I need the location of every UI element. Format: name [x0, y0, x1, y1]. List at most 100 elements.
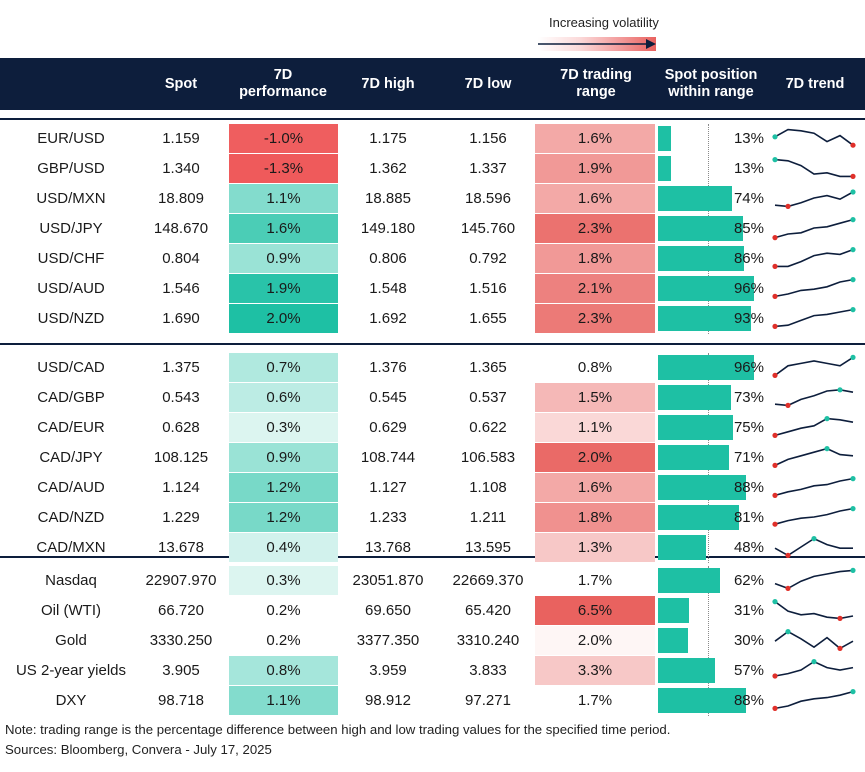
high-value: 0.629 — [369, 419, 407, 436]
performance-value: 0.6% — [229, 383, 338, 412]
midpoint-guide — [708, 566, 709, 716]
spot-position-bar — [658, 216, 743, 241]
high-value: 108.744 — [360, 449, 416, 466]
high-value: 1.692 — [369, 310, 407, 327]
trading-range-value: 2.0% — [535, 626, 655, 655]
spot-value: 13.678 — [158, 539, 204, 556]
trading-range-value: 1.9% — [535, 154, 655, 183]
performance-value: 0.3% — [229, 413, 338, 442]
pair-label: USD/CAD — [37, 359, 105, 376]
spot-position-bar — [658, 445, 729, 470]
spot-value: 18.809 — [158, 190, 204, 207]
trend-sparkline — [774, 189, 856, 209]
pair-label: CAD/NZD — [37, 509, 105, 526]
spot-position-value: 57% — [733, 662, 764, 679]
trend-low-marker — [772, 263, 778, 269]
trading-range-value: 2.1% — [535, 274, 655, 303]
trend-high-marker — [824, 416, 830, 422]
high-value: 98.912 — [365, 692, 411, 709]
trend-line — [774, 388, 854, 407]
pair-label: Nasdaq — [45, 572, 97, 589]
header-trading-range: 7D trading range — [536, 58, 656, 110]
trend-high-marker — [837, 387, 843, 393]
spot-value: 1.229 — [162, 509, 200, 526]
group-separator — [0, 118, 865, 120]
trading-range-value: 1.6% — [535, 184, 655, 213]
trend-high-marker — [785, 629, 791, 635]
performance-value: 0.7% — [229, 353, 338, 382]
trend-sparkline — [772, 217, 856, 241]
table-row: GBP/USD 1.340 -1.3% 1.362 1.337 1.9% 13% — [0, 154, 865, 183]
high-value: 1.233 — [369, 509, 407, 526]
table-row: US 2-year yields 3.905 0.8% 3.959 3.833 3.3% 5… — [0, 656, 865, 685]
trend-line — [774, 308, 854, 328]
table-row: USD/CAD 1.375 0.7% 1.376 1.365 0.8% 96% — [0, 353, 865, 382]
performance-value: 1.6% — [229, 214, 338, 243]
trend-sparkline — [774, 567, 856, 591]
trading-range-value: 1.7% — [535, 686, 655, 715]
spot-position-bar — [658, 475, 746, 500]
trend-sparkline — [772, 277, 856, 299]
high-value: 1.376 — [369, 359, 407, 376]
spot-position-bar — [658, 505, 739, 530]
trend-low-marker — [772, 293, 778, 299]
table-row: CAD/GBP 0.543 0.6% 0.545 0.537 1.5% 73% — [0, 383, 865, 412]
trend-low-marker — [772, 432, 778, 438]
table-row: CAD/EUR 0.628 0.3% 0.629 0.622 1.1% 75% — [0, 413, 865, 442]
pair-label: CAD/JPY — [39, 449, 103, 466]
table-row: USD/AUD 1.546 1.9% 1.548 1.516 2.1% 96% — [0, 274, 865, 303]
pair-label: Oil (WTI) — [41, 602, 101, 619]
volatility-legend-label: Increasing volatility — [549, 15, 659, 30]
performance-value: 1.2% — [229, 503, 338, 532]
trend-low-marker — [772, 462, 778, 468]
low-value: 1.156 — [469, 130, 507, 147]
header-7d-trend: 7D trend — [785, 75, 845, 92]
volatility-arrow-icon — [538, 39, 656, 49]
spot-value: 108.125 — [153, 449, 209, 466]
trend-line — [774, 477, 854, 497]
trend-line — [774, 447, 854, 467]
trading-range-value: 1.6% — [535, 473, 655, 502]
spot-position-bar — [658, 688, 746, 713]
trend-high-marker — [850, 476, 856, 482]
table-row: Nasdaq 22907.970 0.3% 23051.870 22669.370 1.7… — [0, 566, 865, 595]
trend-high-marker — [850, 277, 856, 283]
header-spot-position: Spot position within range — [656, 58, 766, 110]
trading-range-value: 1.1% — [535, 413, 655, 442]
header-performance-line1: 7D — [273, 67, 293, 83]
high-value: 1.362 — [369, 160, 407, 177]
low-value: 0.792 — [469, 250, 507, 267]
performance-value: -1.3% — [229, 154, 338, 183]
trend-high-marker — [824, 446, 830, 452]
header-spot: Spot — [164, 75, 198, 92]
performance-value: 0.4% — [229, 533, 338, 562]
header-trading-range-line1: 7D trading — [560, 67, 632, 83]
low-value: 18.596 — [465, 190, 511, 207]
low-value: 1.655 — [469, 310, 507, 327]
header-trading-range-line2: range — [576, 84, 616, 100]
low-value: 65.420 — [465, 602, 511, 619]
pair-label: USD/JPY — [39, 220, 103, 237]
trend-line — [774, 569, 854, 590]
performance-value: 1.1% — [229, 686, 338, 715]
trend-low-marker — [772, 492, 778, 498]
trend-high-marker — [850, 567, 856, 573]
table-row: CAD/JPY 108.125 0.9% 108.744 106.583 2.0% 71% — [0, 443, 865, 472]
high-value: 23051.870 — [352, 572, 424, 589]
spot-position-bar — [658, 186, 732, 211]
low-value: 3.833 — [469, 662, 507, 679]
spot-position-bar — [658, 385, 731, 410]
trend-high-marker — [772, 599, 778, 605]
trend-high-marker — [850, 689, 856, 695]
trend-low-marker — [837, 615, 843, 621]
trading-range-value: 3.3% — [535, 656, 655, 685]
performance-value: 1.1% — [229, 184, 338, 213]
spot-position-bar — [658, 276, 754, 301]
pair-label: USD/AUD — [37, 280, 105, 297]
performance-value: 0.2% — [229, 596, 338, 625]
high-value: 3.959 — [369, 662, 407, 679]
trend-line — [774, 507, 854, 525]
spot-value: 1.124 — [162, 479, 200, 496]
table-header: Spot 7D performance 7D high 7D low 7D tr… — [0, 58, 865, 110]
low-value: 97.271 — [465, 692, 511, 709]
